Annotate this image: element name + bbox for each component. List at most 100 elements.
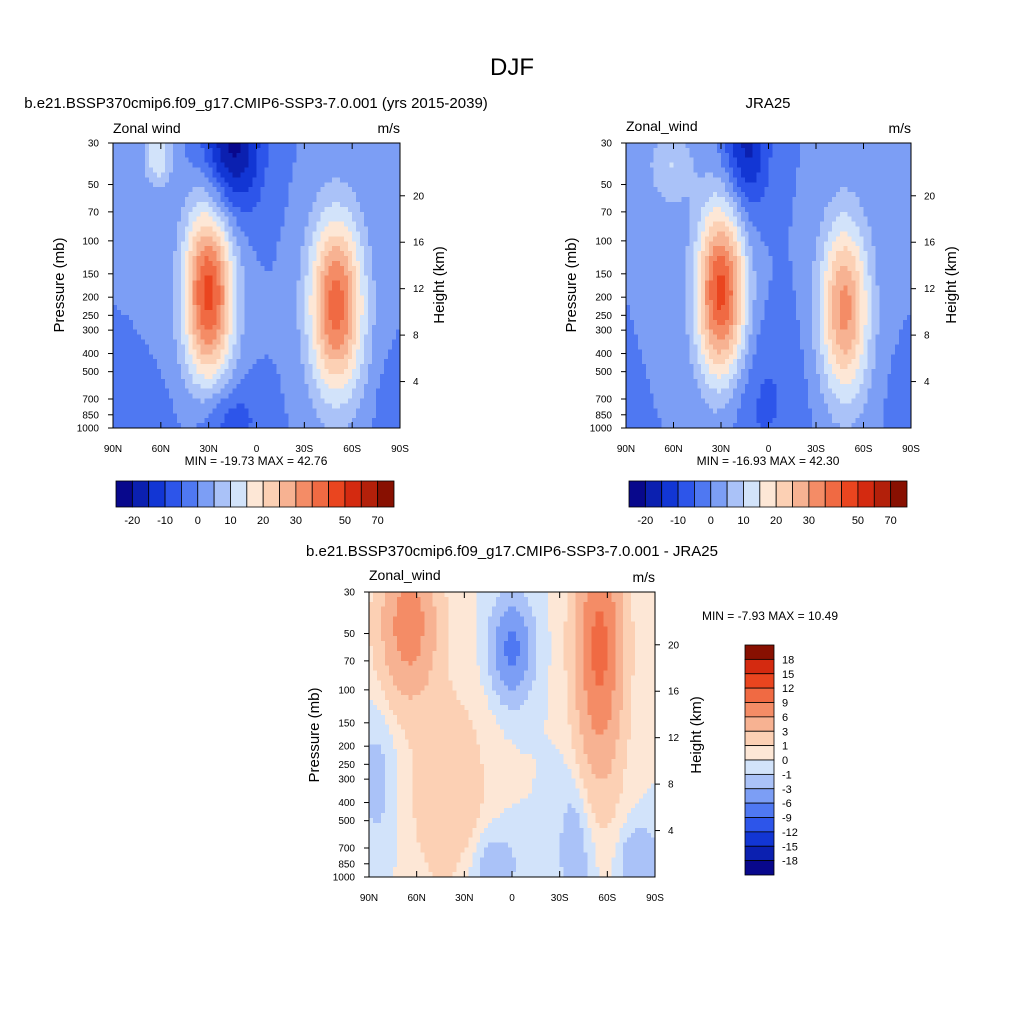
y-tick-label: 200 — [338, 742, 355, 753]
panel-title: b.e21.BSSP370cmip6.f09_g17.CMIP6-SSP3-7.… — [24, 95, 488, 112]
colorbar-label: 15 — [782, 669, 794, 681]
colorbar-label: 30 — [290, 515, 302, 527]
y-tick-label: 400 — [338, 798, 355, 809]
panel-model: b.e21.BSSP370cmip6.f09_g17.CMIP6-SSP3-7.… — [24, 95, 488, 527]
colorbar-label: 70 — [885, 515, 897, 527]
y-tick-label: 300 — [595, 326, 612, 337]
colorbar-box — [311, 480, 329, 508]
y2-tick-label: 20 — [924, 191, 936, 202]
panel-obs: JRA25 Zonal_wind m/s 90N 60N 30N 0 30S 60S 90S… — [563, 95, 960, 527]
left-axis-label: Pressure (mb) — [51, 237, 68, 332]
colorbar-box — [744, 644, 775, 660]
y-tick-label: 300 — [338, 775, 355, 786]
colorbar-box — [744, 845, 775, 862]
colorbar-label: 20 — [257, 515, 269, 527]
colorbar-box — [744, 831, 775, 847]
colorbar-box — [743, 480, 761, 508]
colorbar-box — [744, 673, 775, 689]
x-tick-label: 0 — [254, 444, 260, 455]
x-tick-label: 0 — [766, 444, 772, 455]
colorbar-box — [841, 480, 859, 508]
colorbar-label: 9 — [782, 698, 788, 710]
colorbar-label: -1 — [782, 769, 792, 781]
colorbar-box — [744, 702, 775, 718]
colorbar-label: 20 — [770, 515, 782, 527]
panel-title: JRA25 — [745, 95, 790, 112]
colorbar-box — [744, 658, 775, 675]
colorbar: -20 -10 0 10 20 30 50 70 — [628, 480, 908, 527]
y-tick-label: 250 — [595, 311, 612, 322]
y2-tick-label: 4 — [413, 377, 419, 388]
units-label: m/s — [888, 120, 911, 136]
colorbar-box — [628, 480, 646, 508]
y-tick-label: 700 — [338, 844, 355, 855]
units-label: m/s — [632, 569, 655, 585]
panel-title: b.e21.BSSP370cmip6.f09_g17.CMIP6-SSP3-7.… — [306, 543, 718, 560]
colorbar-label: -15 — [782, 841, 798, 853]
variable-label: Zonal_wind — [626, 118, 698, 134]
colorbar-box — [744, 687, 775, 703]
colorbar-label: 30 — [803, 515, 815, 527]
colorbar-box — [661, 480, 679, 508]
y-tick-label: 50 — [601, 180, 613, 191]
colorbar-box — [744, 788, 775, 804]
colorbar-label: 50 — [339, 515, 351, 527]
colorbar-box — [744, 745, 775, 761]
y-tick-label: 30 — [88, 139, 100, 150]
colorbar-box — [744, 802, 775, 818]
y-tick-label: 400 — [595, 349, 612, 360]
colorbar-label: -12 — [782, 827, 798, 839]
colorbar-box — [744, 716, 775, 732]
y-tick-label: 150 — [82, 269, 99, 280]
x-tick-label: 90N — [104, 444, 122, 455]
colorbar-box — [744, 730, 775, 747]
y-tick-label: 500 — [595, 367, 612, 378]
colorbar-box — [262, 480, 280, 508]
x-tick-label: 30N — [455, 893, 473, 904]
colorbar-box — [890, 480, 908, 508]
y-tick-label: 500 — [82, 367, 99, 378]
colorbar-label: 0 — [708, 515, 714, 527]
colorbar-label: -20 — [124, 515, 140, 527]
colorbar-box — [744, 817, 775, 833]
y2-tick-label: 8 — [924, 331, 930, 342]
colorbar-label: -10 — [670, 515, 686, 527]
colorbar-label: 10 — [737, 515, 749, 527]
colorbar: 18 15 12 9 6 3 1 0 -1 -3 -6 -9 -12 -15 -18 — [744, 644, 798, 876]
colorbar-box — [279, 480, 297, 508]
y-tick-label: 300 — [82, 326, 99, 337]
y-tick-label: 500 — [338, 816, 355, 827]
y-tick-label: 1000 — [77, 424, 100, 435]
figure-title: DJF — [490, 54, 534, 81]
contour-fill — [626, 143, 912, 429]
y-tick-label: 850 — [338, 859, 355, 870]
y2-tick-label: 8 — [668, 780, 674, 791]
x-tick-label: 30S — [807, 444, 825, 455]
colorbar-box — [873, 480, 892, 508]
colorbar-label: -10 — [157, 515, 173, 527]
y2-tick-label: 4 — [668, 826, 674, 837]
colorbar-label: 6 — [782, 712, 788, 724]
colorbar-box — [197, 480, 215, 508]
colorbar-label: 10 — [224, 515, 236, 527]
y-tick-label: 100 — [338, 685, 355, 696]
y2-tick-label: 12 — [413, 284, 425, 295]
x-tick-label: 60S — [343, 444, 361, 455]
x-tick-label: 60N — [152, 444, 170, 455]
panel-diff: b.e21.BSSP370cmip6.f09_g17.CMIP6-SSP3-7.… — [306, 543, 838, 904]
variable-label: Zonal_wind — [369, 567, 441, 583]
y-tick-label: 700 — [595, 395, 612, 406]
colorbar-box — [792, 480, 810, 508]
x-tick-label: 30N — [712, 444, 730, 455]
colorbar-label: 0 — [195, 515, 201, 527]
colorbar-box — [857, 480, 875, 508]
stats-label: MIN = -19.73 MAX = 42.76 — [185, 454, 328, 468]
colorbar-label: 18 — [782, 654, 794, 666]
y-tick-label: 150 — [338, 718, 355, 729]
variable-label: Zonal wind — [113, 120, 181, 136]
stats-label: MIN = -16.93 MAX = 42.30 — [697, 454, 840, 468]
y-tick-label: 1000 — [333, 873, 356, 884]
y-tick-label: 50 — [88, 180, 100, 191]
x-tick-label: 0 — [509, 893, 515, 904]
colorbar-label: 12 — [782, 683, 794, 695]
